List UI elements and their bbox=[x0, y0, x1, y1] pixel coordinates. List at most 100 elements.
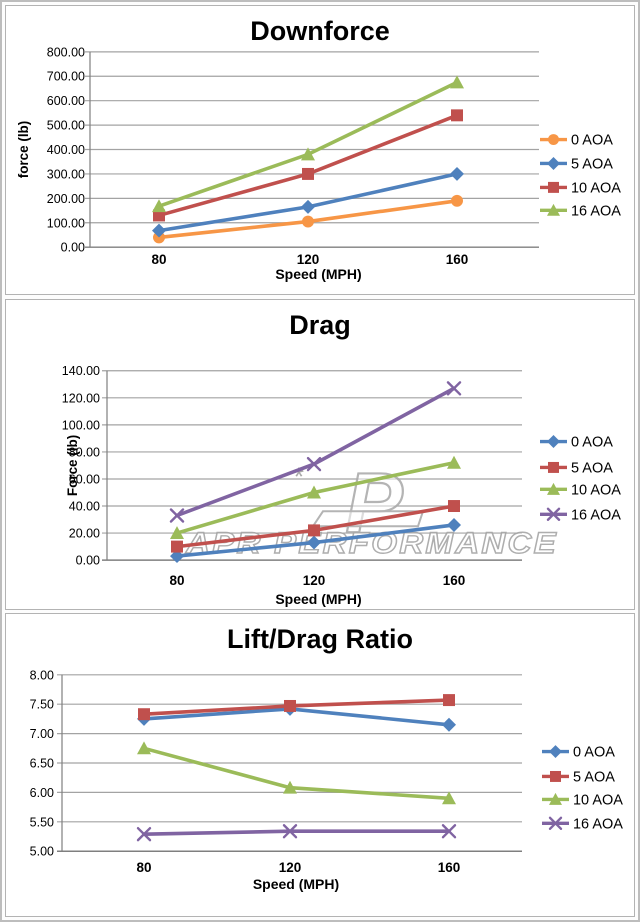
legend-item-0-aoa: 0 AOA bbox=[540, 133, 613, 149]
square-marker bbox=[302, 167, 314, 180]
legend-label: 16 AOA bbox=[571, 203, 621, 219]
y-tick-label: 5.50 bbox=[30, 815, 54, 829]
y-tick-label: 200.00 bbox=[47, 192, 85, 206]
x-axis-title: Speed (MPH) bbox=[253, 876, 339, 892]
chart-title-lift-drag-ratio: Lift/Drag Ratio bbox=[227, 624, 413, 654]
y-tick-labels: 0.00 20.00 40.00 60.00 80.00 100.00 120.00 140.… bbox=[62, 364, 100, 567]
y-tick-label: 8.00 bbox=[30, 668, 54, 682]
y-tick-label: 7.50 bbox=[30, 698, 54, 712]
triangle-marker bbox=[170, 526, 184, 540]
y-tick-label: 800.00 bbox=[47, 45, 85, 59]
diamond-marker bbox=[307, 535, 321, 550]
apr-logo-p: P bbox=[345, 455, 403, 551]
legend-item-5-aoa: 5 AOA bbox=[540, 460, 613, 476]
y-tick-label: 600.00 bbox=[47, 94, 85, 108]
y-tick-label: 300.00 bbox=[47, 167, 85, 181]
x-tick-labels: 80 120 160 bbox=[136, 860, 460, 875]
lift-drag-ratio-chart: 5.00 5.50 6.00 6.50 7.00 7.50 8.00 80 120 160 Spee… bbox=[30, 668, 624, 892]
downforce-chart: 0.00 100.00 200.00 300.00 400.00 500.00 600.00… bbox=[16, 45, 621, 282]
drag-chart-panel: Drag * P APR PERFORMANCE 0.00 20.00 40.00 60.0… bbox=[5, 299, 635, 610]
legend-item-5-aoa: 5 AOA bbox=[542, 769, 615, 785]
y-tick-label: 6.50 bbox=[30, 757, 54, 771]
triangle-marker bbox=[450, 75, 464, 89]
legend-label: 0 AOA bbox=[571, 133, 613, 149]
legend-item-5-aoa: 5 AOA bbox=[540, 156, 613, 172]
x-tick-label: 160 bbox=[446, 252, 469, 267]
circle-marker bbox=[451, 194, 463, 207]
x-axis-title: Speed (MPH) bbox=[275, 591, 361, 607]
legend-label: 5 AOA bbox=[573, 769, 615, 785]
circle-marker bbox=[302, 215, 314, 228]
square-marker bbox=[284, 699, 296, 712]
y-tick-label: 5.00 bbox=[30, 845, 54, 859]
circle-marker bbox=[548, 134, 559, 146]
apr-watermark-text: APR PERFORMANCE bbox=[185, 527, 558, 560]
x-tick-label: 80 bbox=[136, 860, 151, 875]
square-marker bbox=[451, 109, 463, 122]
apr-logo-star: * bbox=[294, 463, 304, 491]
y-tick-labels: 5.00 5.50 6.00 6.50 7.00 7.50 8.00 bbox=[30, 668, 54, 858]
triangle-marker bbox=[307, 485, 321, 499]
diamond-marker bbox=[547, 156, 560, 170]
legend-label: 10 AOA bbox=[573, 792, 623, 808]
series-line-16-aoa bbox=[142, 829, 451, 836]
x-marker bbox=[548, 816, 563, 830]
triangle-marker bbox=[301, 147, 315, 161]
square-marker bbox=[548, 181, 559, 193]
x-tick-label: 120 bbox=[303, 573, 326, 588]
legend-item-10-aoa: 10 AOA bbox=[542, 792, 623, 808]
series-group bbox=[136, 694, 457, 842]
chart-title-downforce: Downforce bbox=[250, 16, 390, 46]
legend-item-0-aoa: 0 AOA bbox=[542, 745, 615, 761]
legend-label: 0 AOA bbox=[573, 745, 615, 761]
x-marker bbox=[446, 381, 462, 396]
y-tick-label: 700.00 bbox=[47, 70, 85, 84]
y-tick-label: 0.00 bbox=[76, 554, 100, 568]
legend-label: 16 AOA bbox=[573, 816, 623, 832]
x-tick-label: 160 bbox=[438, 860, 461, 875]
y-tick-label: 7.00 bbox=[30, 727, 54, 741]
x-marker bbox=[169, 508, 185, 523]
legend-item-16-aoa: 16 AOA bbox=[540, 507, 621, 523]
chart-title-drag: Drag bbox=[289, 310, 351, 341]
triangle-marker bbox=[152, 199, 166, 213]
x-marker bbox=[282, 824, 298, 839]
triangle-marker bbox=[547, 203, 560, 216]
legend-label: 10 AOA bbox=[571, 180, 621, 196]
y-tick-label: 0.00 bbox=[61, 241, 85, 255]
x-tick-label: 120 bbox=[297, 252, 320, 267]
series-group bbox=[169, 381, 462, 564]
y-tick-label: 100.00 bbox=[62, 418, 100, 432]
y-tick-label: 500.00 bbox=[47, 119, 85, 133]
legend-item-0-aoa: 0 AOA bbox=[540, 435, 613, 451]
series-line-10-aoa bbox=[142, 746, 451, 801]
legend-label: 5 AOA bbox=[571, 156, 613, 172]
triangle-marker bbox=[447, 455, 461, 469]
legend-label: 0 AOA bbox=[571, 435, 613, 451]
x-marker bbox=[306, 456, 322, 472]
legend-label: 16 AOA bbox=[571, 507, 621, 523]
square-marker bbox=[153, 209, 165, 222]
legend-item-10-aoa: 10 AOA bbox=[540, 180, 621, 196]
triangle-marker bbox=[547, 482, 560, 495]
diamond-marker bbox=[301, 199, 315, 214]
gridlines bbox=[85, 51, 539, 248]
triangle-marker bbox=[137, 741, 151, 755]
triangle-marker bbox=[283, 780, 297, 794]
diamond-marker bbox=[442, 717, 456, 732]
lift-drag-ratio-chart-panel: Lift/Drag Ratio 5.00 5.50 6.00 6.50 7.00 7.50… bbox=[5, 613, 635, 917]
square-marker bbox=[308, 524, 320, 537]
square-marker bbox=[138, 708, 150, 721]
y-tick-label: 120.00 bbox=[62, 391, 100, 405]
diamond-marker bbox=[549, 745, 562, 759]
y-tick-label: 140.00 bbox=[62, 364, 100, 378]
x-marker bbox=[136, 826, 152, 842]
square-marker bbox=[548, 461, 559, 473]
legend: 0 AOA 5 AOA 10 AOA 16 AOA bbox=[540, 435, 621, 523]
legend-item-16-aoa: 16 AOA bbox=[540, 203, 621, 219]
square-marker bbox=[550, 770, 561, 782]
legend: 0 AOA 5 AOA 10 AOA 16 AOA bbox=[540, 133, 621, 219]
diamond-marker bbox=[152, 223, 166, 238]
y-tick-label: 400.00 bbox=[47, 143, 85, 157]
y-axis-title: Force (lb) bbox=[65, 435, 80, 496]
